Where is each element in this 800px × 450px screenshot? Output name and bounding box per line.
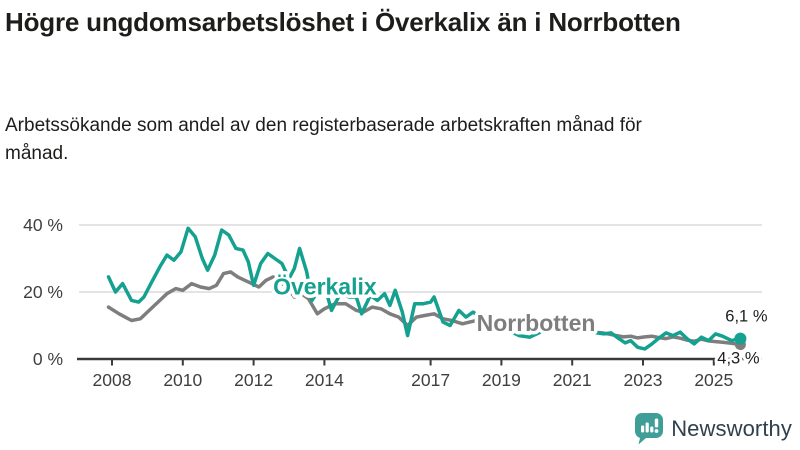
- x-tick-label: 2017: [411, 370, 450, 390]
- x-tick-label: 2008: [93, 370, 132, 390]
- brand-name: Newsworthy: [671, 416, 792, 441]
- newsworthy-logo[interactable]: Newsworthy: [634, 411, 792, 447]
- x-tick-label: 2023: [624, 370, 663, 390]
- x-tick-label: 2025: [694, 370, 733, 390]
- norrbotten-line: [106, 270, 743, 347]
- overkalix-end-dot: [734, 332, 747, 345]
- x-tick-label: 2021: [553, 370, 592, 390]
- y-tick-label: 0 %: [33, 349, 63, 369]
- norrbotten-series-label: Norrbotten: [477, 310, 596, 336]
- x-tick-label: 2012: [234, 370, 273, 390]
- overkalix-series-label: Överkalix: [273, 273, 377, 299]
- x-tick-label: 2019: [482, 370, 521, 390]
- norrbotten-end-value-label: 4,3 %: [717, 350, 760, 368]
- chart-subtitle: Arbetssökande som andel av den registerb…: [5, 115, 642, 164]
- page-title: Högre ungdomsarbetslöshet i Överkalix än…: [5, 7, 681, 37]
- y-tick-label: 20 %: [23, 282, 63, 302]
- x-tick-label: 2010: [163, 370, 202, 390]
- chart-area: 0 % 20 % 40 % 2008 2010 2012 2014 2017 2019 2021 2…: [0, 195, 800, 410]
- newsworthy-bar-chart-bubble-icon: [635, 413, 664, 445]
- x-tick-label: 2014: [305, 370, 344, 390]
- overkalix-line: [106, 226, 743, 351]
- y-tick-label: 40 %: [23, 215, 63, 235]
- overkalix-end-value-label: 6,1 %: [725, 308, 768, 326]
- unemployment-line-chart: 0 % 20 % 40 % 2008 2010 2012 2014 2017 2019 2021 2…: [23, 215, 771, 390]
